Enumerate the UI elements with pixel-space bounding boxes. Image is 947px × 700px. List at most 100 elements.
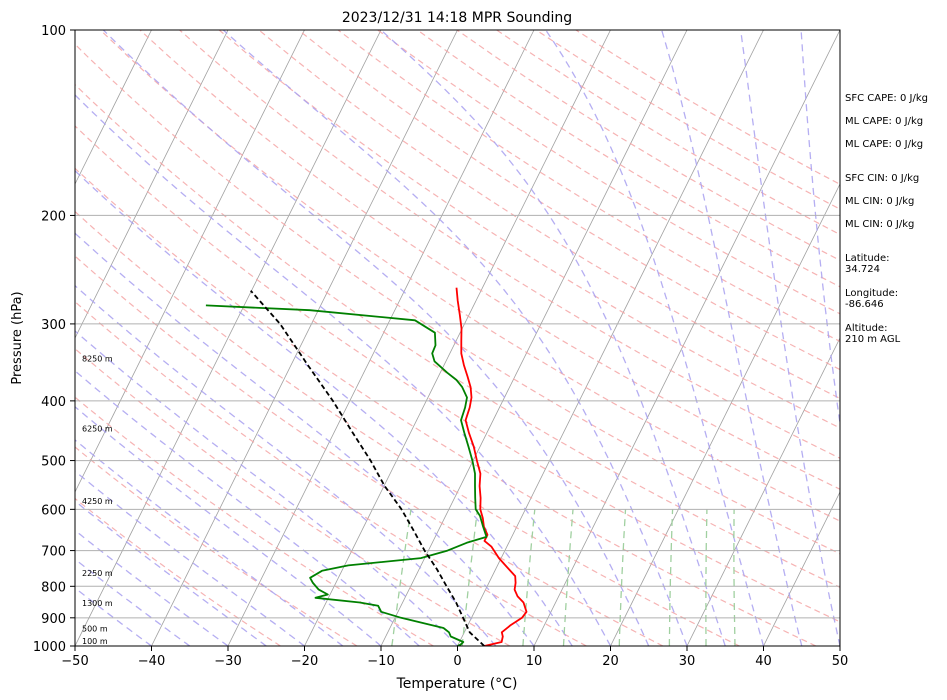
moist-adiabat-line bbox=[222, 30, 688, 646]
dry-adiabat-line bbox=[75, 83, 840, 588]
moist-adiabat-line bbox=[75, 284, 497, 646]
x-tick-label: 50 bbox=[832, 654, 849, 669]
y-tick-label: 500 bbox=[41, 455, 66, 470]
y-tick-label: 600 bbox=[41, 503, 66, 518]
isotherm-line bbox=[763, 491, 840, 646]
x-axis-label: Temperature (°C) bbox=[396, 676, 518, 692]
ml-cape-label-2: ML CAPE: 0 J/kg bbox=[845, 139, 924, 150]
dry-adiabat-line bbox=[99, 30, 840, 522]
height-label: 8250 m bbox=[82, 355, 113, 364]
mixing-ratio-line bbox=[618, 509, 627, 646]
x-tick-label: −30 bbox=[214, 654, 241, 669]
moist-adiabat-line bbox=[75, 169, 573, 646]
moist-adiabat-line bbox=[75, 94, 612, 646]
isotherm-line bbox=[457, 30, 764, 646]
parcel-line bbox=[250, 290, 485, 646]
chart-title: 2023/12/31 14:18 MPR Sounding bbox=[342, 10, 572, 26]
moist-adiabat-line bbox=[75, 330, 458, 646]
altitude-label: Altitude: bbox=[845, 323, 888, 334]
y-tick-label: 800 bbox=[41, 580, 66, 595]
moist-adiabat-line bbox=[75, 587, 152, 646]
height-annotations: 100 m 500 m 1300 m 2250 m 4250 m 6250 m 8250 m bbox=[82, 355, 113, 646]
temperature-line bbox=[455, 287, 528, 646]
x-tick-label: −10 bbox=[367, 654, 394, 669]
height-label: 4250 m bbox=[82, 497, 113, 506]
mixing-ratio-line bbox=[733, 509, 736, 646]
mixing-ratio-line bbox=[522, 509, 536, 646]
y-tick-label: 400 bbox=[41, 395, 66, 410]
dry-adiabat-line bbox=[218, 30, 840, 429]
mixing-ratio-line bbox=[562, 509, 574, 646]
x-tick-label: 10 bbox=[526, 654, 543, 669]
y-axis-label: Pressure (hPa) bbox=[10, 291, 25, 384]
longitude-label: Longitude: bbox=[845, 288, 899, 299]
moist-adiabat-line bbox=[75, 369, 420, 646]
latitude-label: Latitude: bbox=[845, 253, 890, 264]
x-tick-label: −40 bbox=[138, 654, 165, 669]
dry-adiabat-line bbox=[298, 30, 840, 371]
isotherm-line bbox=[227, 30, 535, 646]
isotherm-line bbox=[75, 30, 229, 339]
isotherm-line bbox=[75, 30, 382, 646]
sfc-cape-label: SFC CAPE: 0 J/kg bbox=[845, 93, 928, 104]
isotherm-line bbox=[533, 30, 840, 646]
height-label: 6250 m bbox=[82, 425, 113, 434]
isotherm-line bbox=[151, 30, 458, 646]
moist-adiabat-line bbox=[102, 30, 650, 646]
x-tick-label: 0 bbox=[453, 654, 461, 669]
dry-adiabat-line bbox=[337, 30, 840, 343]
dry-adiabat-line bbox=[75, 446, 358, 646]
dry-adiabat-line bbox=[75, 348, 511, 646]
x-tick-label: 20 bbox=[602, 654, 619, 669]
dry-adiabat-line bbox=[75, 300, 587, 646]
x-tick-label: −50 bbox=[61, 654, 88, 669]
moist-adiabat-line bbox=[740, 30, 840, 646]
height-label: 1300 m bbox=[82, 599, 113, 608]
moist-adiabat-line bbox=[800, 30, 840, 428]
y-tick-label: 1000 bbox=[33, 640, 66, 655]
latitude-value: 34.724 bbox=[845, 264, 880, 275]
y-tick-label: 700 bbox=[41, 545, 66, 560]
moist-adiabat-line bbox=[75, 529, 229, 646]
dry-adiabat-line bbox=[179, 30, 840, 459]
height-label: 2250 m bbox=[82, 569, 113, 578]
background-guide-lines bbox=[75, 30, 840, 646]
height-label: 500 m bbox=[82, 625, 108, 634]
moist-adiabat-line bbox=[75, 232, 535, 646]
y-tick-label: 200 bbox=[41, 209, 66, 224]
dry-adiabat-line bbox=[75, 255, 664, 646]
dry-adiabat-line bbox=[139, 30, 840, 490]
isotherm-line bbox=[75, 30, 305, 493]
x-tick-label: −20 bbox=[291, 654, 318, 669]
ml-cape-label: ML CAPE: 0 J/kg bbox=[845, 116, 924, 127]
sounding-profiles bbox=[205, 287, 528, 646]
longitude-value: -86.646 bbox=[845, 299, 884, 310]
y-tick-label: 300 bbox=[41, 318, 66, 333]
dry-adiabat-line bbox=[75, 210, 740, 646]
dry-adiabat-line bbox=[258, 30, 840, 400]
dry-adiabat-line bbox=[75, 167, 817, 646]
mixing-ratio-line bbox=[705, 509, 708, 646]
moist-adiabat-line bbox=[75, 439, 344, 646]
mixing-ratio-line bbox=[461, 509, 479, 646]
height-label: 100 m bbox=[82, 637, 108, 646]
axes: −50 −40 −30 −20 −10 0 10 20 30 40 50 1000 900 800 700 6… bbox=[33, 24, 848, 669]
isotherm-line bbox=[380, 30, 688, 646]
ml-cin-label: ML CIN: 0 J/kg bbox=[845, 196, 915, 207]
dewpoint-line bbox=[205, 304, 488, 646]
moist-adiabat-line bbox=[75, 558, 191, 646]
dry-adiabat-line bbox=[75, 125, 840, 623]
isotherm-line bbox=[686, 337, 840, 646]
y-tick-label: 900 bbox=[41, 612, 66, 627]
mixing-ratio-line bbox=[391, 509, 412, 646]
isotherm-line bbox=[304, 30, 611, 646]
x-tick-label: 30 bbox=[679, 654, 696, 669]
isotherm-line bbox=[75, 30, 152, 185]
sfc-cin-label: SFC CIN: 0 J/kg bbox=[845, 173, 920, 184]
x-tick-label: 40 bbox=[755, 654, 772, 669]
moist-adiabat-line bbox=[75, 500, 267, 646]
pressure-gridlines bbox=[75, 30, 840, 646]
moist-adiabat-line bbox=[661, 30, 803, 646]
isotherm-line bbox=[610, 183, 840, 646]
